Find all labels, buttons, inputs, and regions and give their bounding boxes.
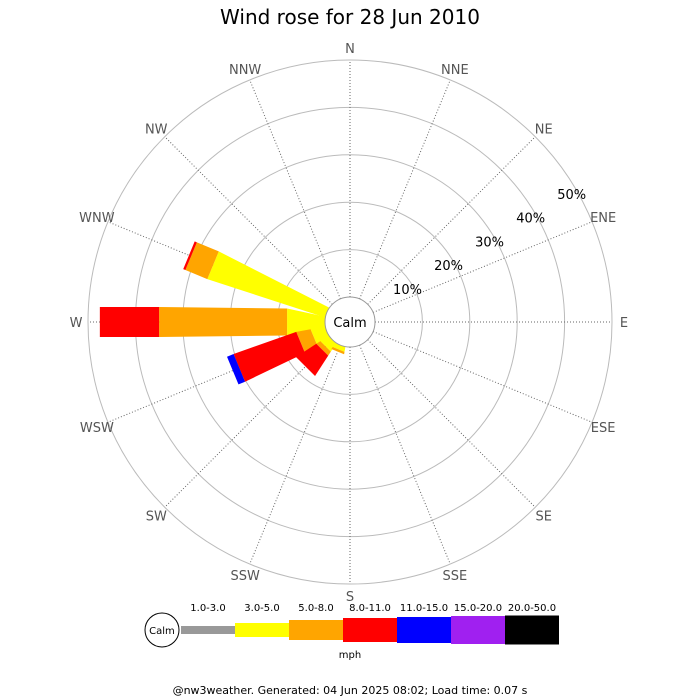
- direction-label-se: SE: [536, 510, 552, 525]
- radial-label: 40%: [516, 212, 545, 227]
- spoke-nw: [164, 136, 333, 305]
- direction-label-ssw: SSW: [230, 569, 260, 584]
- bar-wnw-8.0-11.0: [183, 241, 197, 271]
- bar-wnw-3.0-5.0: [207, 251, 329, 318]
- bar-wnw-5.0-8.0: [185, 242, 219, 280]
- calm-ring: [324, 296, 376, 348]
- direction-label-wsw: WSW: [80, 421, 114, 436]
- legend-swatch-3.0-5.0: [235, 623, 289, 637]
- legend-swatch-1.0-3.0: [181, 626, 235, 634]
- bar-w-5.0-8.0: [159, 307, 288, 337]
- radial-label: 10%: [393, 283, 422, 298]
- direction-label-wnw: WNW: [79, 211, 115, 226]
- legend-swatch-8.0-11.0: [343, 618, 397, 642]
- legend-bin-label: 1.0-3.0: [190, 603, 225, 614]
- legend-swatch-20.0-50.0: [505, 615, 559, 645]
- bar-ssw-3.0-5.0: [332, 343, 346, 352]
- bar-wsw-8.0-11.0: [233, 331, 306, 382]
- spoke-sw: [164, 339, 333, 508]
- legend-swatch-15.0-20.0: [451, 616, 505, 644]
- spoke-ese: [372, 331, 593, 423]
- spoke-se: [367, 339, 536, 508]
- direction-label-s: S: [346, 590, 354, 605]
- chart-title: Wind rose for 28 Jun 2010: [220, 5, 480, 29]
- bar-sw-8.0-11.0: [295, 343, 329, 377]
- speed-legend: Calm 1.0-3.0 3.0-5.0 5.0-8.0 8.0-11.0 11.0-15…: [144, 603, 559, 661]
- direction-label-ene: ENE: [590, 211, 616, 226]
- radial-label: 20%: [434, 259, 463, 274]
- direction-labels: N NNE NE ENE E ESE SE SSE S SSW SW WSW W WNW NW NNW: [70, 42, 629, 605]
- direction-label-nnw: NNW: [229, 63, 261, 78]
- grid-ring: [87, 59, 613, 585]
- direction-label-e: E: [620, 316, 628, 331]
- wind-bars: [99, 241, 346, 385]
- direction-label-sse: SSE: [442, 569, 467, 584]
- legend-bin-label: 8.0-11.0: [349, 603, 391, 614]
- bar-w-8.0-11.0: [99, 307, 160, 337]
- legend-bin-label: 5.0-8.0: [298, 603, 333, 614]
- direction-label-ne: NE: [535, 122, 553, 137]
- calm-circle: Calm: [324, 296, 376, 348]
- legend-calm-label: Calm: [149, 626, 175, 637]
- radial-labels: 10% 20% 30% 40% 50%: [393, 188, 586, 298]
- spoke-ene: [372, 221, 593, 313]
- bar-wsw-11.0-15.0: [227, 353, 246, 385]
- direction-label-n: N: [345, 42, 355, 57]
- radial-label: 30%: [475, 235, 504, 250]
- direction-label-sw: SW: [146, 510, 167, 525]
- direction-label-nw: NW: [145, 122, 168, 137]
- spoke-ssw: [249, 344, 341, 565]
- direction-label-w: W: [70, 316, 83, 331]
- spoke-nne: [359, 79, 451, 300]
- legend-bin-label: 11.0-15.0: [400, 603, 448, 614]
- calm-label: Calm: [333, 316, 366, 331]
- legend-swatch-11.0-15.0: [397, 617, 451, 643]
- direction-label-nne: NNE: [441, 63, 469, 78]
- bar-wsw-3.0-5.0: [310, 326, 329, 345]
- legend-calm-circle: [144, 612, 180, 648]
- bar-sw-5.0-8.0: [316, 341, 331, 356]
- legend-bin-label: 15.0-20.0: [454, 603, 502, 614]
- bar-ssw-5.0-8.0: [331, 347, 345, 355]
- direction-label-ese: ESE: [591, 421, 616, 436]
- legend-bin-label: 3.0-5.0: [244, 603, 279, 614]
- spoke-nnw: [249, 79, 341, 300]
- legend-unit-label: mph: [339, 650, 361, 661]
- legend-bin-label: 20.0-50.0: [508, 603, 556, 614]
- spoke-ne: [367, 136, 536, 305]
- spoke-sse: [359, 344, 451, 565]
- radial-label: 50%: [557, 188, 586, 203]
- footer-text: @nw3weather. Generated: 04 Jun 2025 08:0…: [173, 684, 528, 697]
- legend-swatch-5.0-8.0: [289, 620, 343, 640]
